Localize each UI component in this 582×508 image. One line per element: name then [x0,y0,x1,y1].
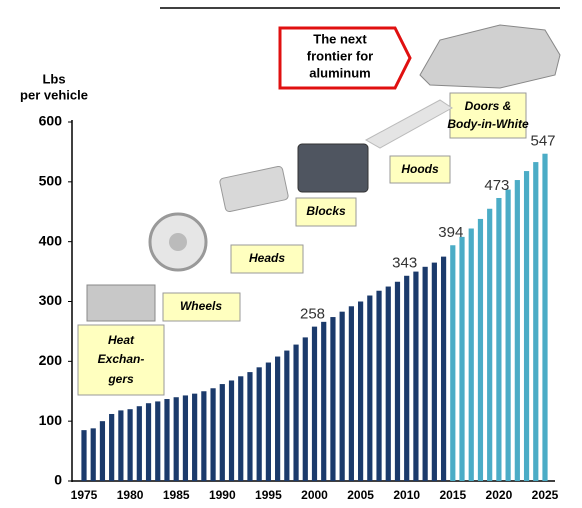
bar [496,198,501,481]
bar [275,357,280,481]
bar [164,399,169,481]
x-tick-label: 2025 [532,488,559,502]
value-label: 343 [392,255,417,272]
annotation: Blocks [306,204,346,218]
bar [146,403,151,481]
bar [229,380,234,481]
bar [478,219,483,481]
annotation: Heat [108,333,135,347]
bar [266,363,271,481]
x-tick-label: 1985 [163,488,190,502]
bar [376,291,381,481]
bar [533,162,538,481]
bar [487,209,492,481]
radiator-image [87,285,155,321]
bar [450,245,455,481]
bar [432,263,437,481]
x-tick-label: 2020 [486,488,513,502]
bar [210,388,215,481]
annotation: gers [107,372,134,386]
bar [506,190,511,481]
bar [220,384,225,481]
value-label: 547 [530,133,555,150]
y-axis-label: Lbs [42,71,65,86]
annotation: aluminum [309,65,370,80]
bar [312,327,317,481]
y-tick-label: 400 [39,232,63,248]
bar [349,306,354,481]
head-image [219,166,289,213]
bar [293,345,298,481]
annotation: Exchan- [98,352,145,366]
bar [469,229,474,481]
bar [386,287,391,481]
bar [91,428,96,481]
x-tick-label: 1990 [209,488,236,502]
x-tick-label: 2000 [301,488,328,502]
bar [257,367,262,481]
bar [174,397,179,481]
bar [358,302,363,482]
annotation: Doors & [465,99,512,113]
bar [330,317,335,481]
x-tick-label: 1980 [117,488,144,502]
x-tick-label: 2010 [393,488,420,502]
wheel-hub [169,233,187,251]
y-tick-label: 500 [39,173,63,189]
bar [183,395,188,481]
x-tick-label: 1995 [255,488,282,502]
value-label: 394 [438,224,463,241]
bar [284,351,289,481]
car-body-image [420,25,560,88]
bar [247,372,252,481]
bar [192,394,197,481]
bar [155,401,160,481]
value-label: 473 [484,177,509,194]
y-tick-label: 0 [54,472,62,488]
bar [137,406,142,481]
value-label: 258 [300,306,325,323]
y-tick-label: 300 [39,292,63,308]
block-image [298,144,368,192]
hood-image [366,100,452,148]
bar [459,237,464,481]
annotation: frontier for [307,48,373,63]
bar [100,421,105,481]
bar [321,322,326,481]
bar [340,312,345,481]
bar [201,391,206,481]
y-tick-label: 100 [39,412,63,428]
bar [128,409,133,481]
y-tick-label: 200 [39,352,63,368]
page: {"chart_data": {"type": "bar", "ylabel":… [0,0,582,508]
x-tick-label: 2015 [439,488,466,502]
x-tick-label: 1975 [71,488,98,502]
y-tick-label: 600 [39,113,63,129]
bar [109,414,114,481]
bar [303,337,308,481]
bar [441,257,446,481]
chart: Lbs per vehicle 0 100 200 300 400 500 600 1975 1… [0,0,582,508]
bar [404,276,409,481]
x-tick-label: 2005 [347,488,374,502]
bar [238,376,243,481]
bar [542,154,547,481]
bar [367,296,372,481]
bar [423,267,428,481]
bar [413,272,418,481]
annotation: Heads [249,251,285,265]
annotation: Hoods [401,162,439,176]
bar [118,410,123,481]
annotation: The next [313,31,367,46]
y-axis-label: per vehicle [20,87,88,102]
bar [524,171,529,481]
annotation: Wheels [180,299,222,313]
bar [395,282,400,481]
bar [515,180,520,481]
bar [81,430,86,481]
annotation: Body-in-White [447,117,529,131]
